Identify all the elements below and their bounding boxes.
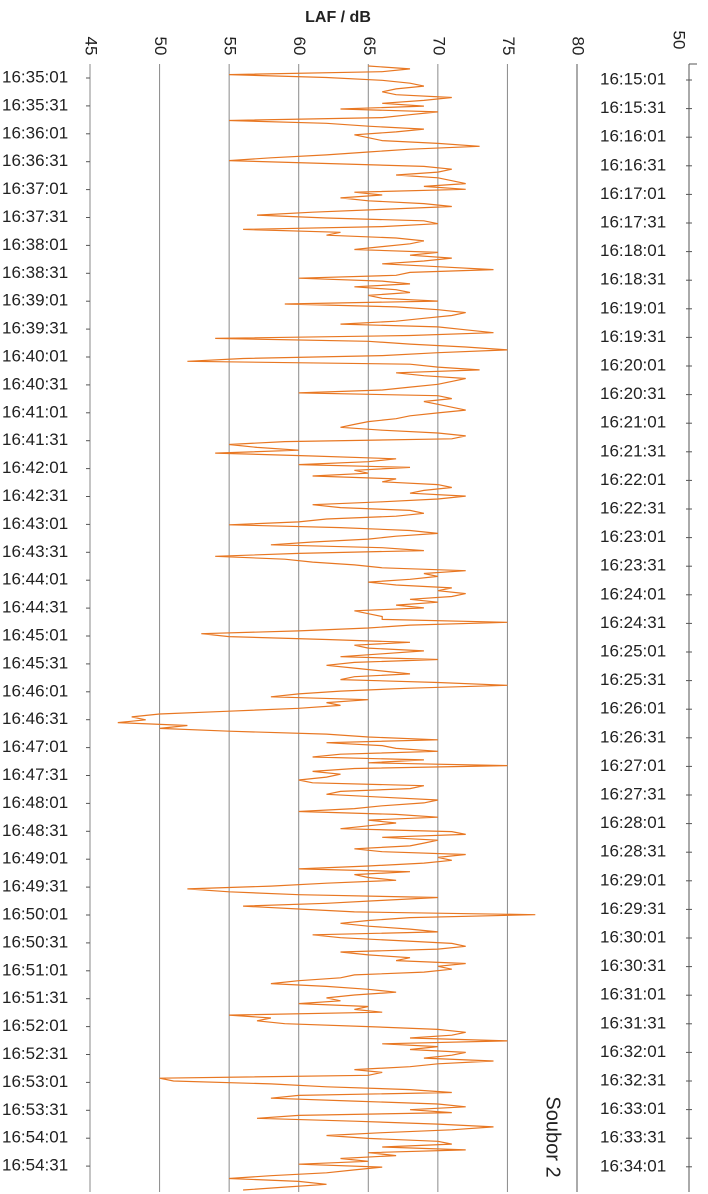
right-time-label: 16:33:31 [600, 1128, 666, 1147]
secondary-axis-tick-label: 50 [670, 31, 689, 50]
left-time-label: 16:40:31 [2, 374, 68, 393]
left-time-label: 16:41:01 [2, 402, 68, 421]
right-time-label: 16:25:01 [600, 641, 666, 660]
left-time-label: 16:51:01 [2, 960, 68, 979]
right-time-label: 16:31:01 [600, 985, 666, 1004]
left-time-label: 16:43:01 [2, 514, 68, 533]
right-time-label: 16:20:31 [600, 384, 666, 403]
right-time-label: 16:25:31 [600, 670, 666, 689]
grid-lines [89, 64, 578, 1192]
right-time-label: 16:23:31 [600, 556, 666, 575]
right-time-label: 16:20:01 [600, 355, 666, 374]
right-time-label: 16:19:01 [600, 298, 666, 317]
left-time-label: 16:46:31 [2, 709, 68, 728]
left-time-label: 16:42:01 [2, 458, 68, 477]
left-time-label: 16:45:01 [2, 625, 68, 644]
right-time-label: 16:33:01 [600, 1099, 666, 1118]
right-time-label: 16:22:31 [600, 498, 666, 517]
left-time-label: 16:36:01 [2, 123, 68, 142]
right-time-label: 16:15:01 [600, 69, 666, 88]
right-time-label: 16:26:31 [600, 727, 666, 746]
left-time-label: 16:53:01 [2, 1072, 68, 1091]
left-time-label: 16:36:31 [2, 151, 68, 170]
left-time-label: 16:54:01 [2, 1128, 68, 1147]
left-time-label: 16:47:01 [2, 737, 68, 756]
right-time-label: 16:18:01 [600, 241, 666, 260]
file-label: Soubor 2 [542, 1096, 564, 1177]
right-time-label: 16:17:31 [600, 212, 666, 231]
right-time-label: 16:16:01 [600, 127, 666, 146]
left-time-label: 16:37:01 [2, 179, 68, 198]
left-time-label: 16:40:01 [2, 346, 68, 365]
right-time-label: 16:30:01 [600, 927, 666, 946]
right-time-label: 16:27:01 [600, 756, 666, 775]
left-time-label: 16:38:01 [2, 235, 68, 254]
right-time-label: 16:28:01 [600, 813, 666, 832]
right-time-label: 16:21:01 [600, 413, 666, 432]
right-time-label: 16:17:01 [600, 184, 666, 203]
left-time-label: 16:44:01 [2, 570, 68, 589]
right-time-labels: 16:15:01 16:15:31 16:16:01 16:16:31 16:17:01… [600, 69, 692, 1175]
x-tick-label: 45 [82, 37, 101, 56]
left-time-label: 16:53:31 [2, 1100, 68, 1119]
left-time-label: 16:44:31 [2, 598, 68, 617]
left-time-label: 16:42:31 [2, 486, 68, 505]
left-time-label: 16:43:31 [2, 542, 68, 561]
right-time-label: 16:32:01 [600, 1042, 666, 1061]
left-time-label: 16:37:31 [2, 207, 68, 226]
left-time-label: 16:38:31 [2, 263, 68, 282]
right-time-label: 16:31:31 [600, 1013, 666, 1032]
left-time-label: 16:39:01 [2, 291, 68, 310]
left-time-label: 16:46:01 [2, 681, 68, 700]
left-time-label: 16:35:31 [2, 95, 68, 114]
x-tick-label: 65 [360, 37, 379, 56]
right-time-label: 16:29:01 [600, 870, 666, 889]
right-time-label: 16:22:01 [600, 470, 666, 489]
x-axis-title: LAF / dB [305, 9, 371, 26]
left-time-label: 16:47:31 [2, 765, 68, 784]
left-time-label: 16:45:31 [2, 653, 68, 672]
right-time-label: 16:24:01 [600, 584, 666, 603]
right-time-label: 16:34:01 [600, 1156, 666, 1175]
x-tick-label: 50 [151, 37, 170, 56]
right-time-label: 16:18:31 [600, 270, 666, 289]
x-tick-labels: 45 50 55 60 65 70 75 80 [82, 37, 588, 56]
left-time-label: 16:48:01 [2, 793, 68, 812]
left-time-label: 16:54:31 [2, 1156, 68, 1175]
left-time-label: 16:41:31 [2, 430, 68, 449]
left-time-label: 16:49:31 [2, 877, 68, 896]
left-time-label: 16:52:31 [2, 1044, 68, 1063]
left-time-label: 16:51:31 [2, 988, 68, 1007]
right-time-label: 16:15:31 [600, 98, 666, 117]
x-tick-label: 60 [290, 37, 309, 56]
plot-background [90, 64, 577, 1192]
right-time-label: 16:28:31 [600, 842, 666, 861]
right-time-label: 16:23:01 [600, 527, 666, 546]
left-time-label: 16:50:31 [2, 932, 68, 951]
left-time-label: 16:52:01 [2, 1016, 68, 1035]
left-time-labels: 16:35:01 16:35:31 16:36:01 16:36:31 16:37:01… [2, 67, 90, 1175]
right-time-label: 16:32:31 [600, 1070, 666, 1089]
left-time-label: 16:39:31 [2, 319, 68, 338]
x-tick-label: 55 [221, 37, 240, 56]
right-time-label: 16:26:01 [600, 699, 666, 718]
x-tick-label: 80 [569, 37, 588, 56]
left-time-label: 16:49:01 [2, 849, 68, 868]
right-time-label: 16:19:31 [600, 327, 666, 346]
right-time-label: 16:16:31 [600, 155, 666, 174]
x-tick-label: 75 [499, 37, 518, 56]
left-time-label: 16:50:01 [2, 904, 68, 923]
right-time-label: 16:30:31 [600, 956, 666, 975]
x-tick-label: 70 [429, 37, 448, 56]
right-time-label: 16:29:31 [600, 899, 666, 918]
series-line [117, 65, 536, 1191]
right-time-label: 16:27:31 [600, 784, 666, 803]
left-time-label: 16:35:01 [2, 67, 68, 86]
right-time-label: 16:24:31 [600, 613, 666, 632]
right-time-label: 16:21:31 [600, 441, 666, 460]
left-time-label: 16:48:31 [2, 821, 68, 840]
